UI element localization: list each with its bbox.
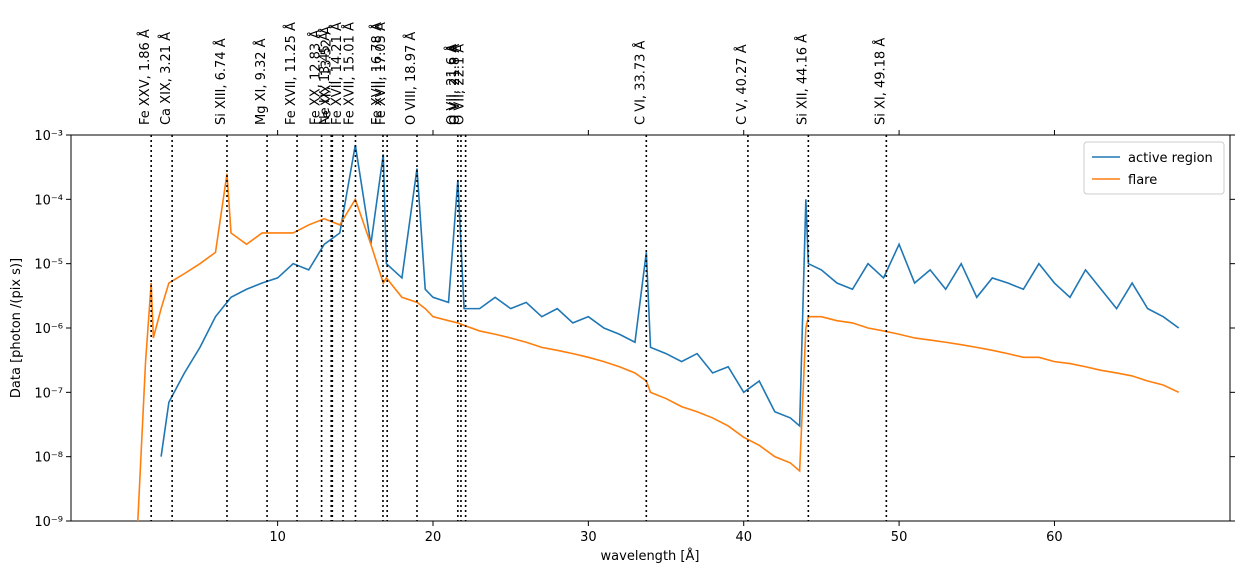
x-tick-label: 30 [580, 530, 597, 545]
y-tick-label: 10⁻⁷ [34, 386, 63, 401]
spectral-line-label: Mg XI, 9.32 Å [253, 38, 269, 125]
spectral-line-label: Si XIII, 6.74 Å [213, 38, 229, 125]
spectral-line-label: O VII, 21.6 Å [444, 44, 460, 125]
x-tick-label: 20 [425, 530, 442, 545]
spectral-line-label: Fe XVII, 14.21 Å [329, 22, 345, 125]
spectral-line-label: O VII, 21.8 Å [447, 44, 463, 125]
spectral-line-label: Si XI, 49.18 Å [872, 38, 888, 125]
spectral-line-label: Ne IX, 13.45 Å [317, 32, 333, 125]
spectral-line-label: C V, 40.27 Å [734, 44, 750, 125]
legend-label: flare [1128, 173, 1157, 188]
spectral-line-label: O VIII, 18.97 Å [403, 32, 419, 125]
spectral-line-label: Fe XVII, 15.01 Å [341, 22, 357, 125]
x-tick-label: 10 [269, 530, 286, 545]
y-tick-label: 10⁻⁹ [34, 515, 63, 530]
plot-frame [70, 134, 1231, 522]
spectral-line-label: Fe XXV, 1.86 Å [137, 29, 153, 125]
x-tick-label: 50 [891, 530, 908, 545]
spectral-line-label: Fe XIX, 13.52 Å [318, 26, 334, 125]
spectral-line-label: Fe XVII, 11.25 Å [283, 22, 299, 125]
spectral-line-label: Si XII, 44.16 Å [794, 34, 810, 125]
spectral-line-label: Fe XX, 12.83 Å [308, 30, 324, 125]
legend-label: active region [1128, 151, 1213, 166]
x-axis-label: wavelength [Å] [601, 548, 700, 564]
series-line [160, 144, 1180, 457]
spectral-line-label: C VI, 33.73 Å [632, 40, 648, 125]
y-tick-label: 10⁻⁸ [34, 451, 63, 466]
spectral-line-label: O VII, 22.1 Å [452, 44, 468, 125]
y-tick-label: 10⁻⁴ [34, 193, 63, 208]
legend-box [1083, 141, 1225, 195]
spectral-line-label: Ca XIX, 3.21 Å [158, 32, 174, 125]
x-tick-label: 40 [735, 530, 752, 545]
spectral-line-label: Fe XVII, 17.05 Å [373, 22, 389, 125]
y-tick-label: 10⁻³ [34, 129, 63, 144]
y-tick-label: 10⁻⁶ [34, 322, 63, 337]
y-axis-label: Data [photon /(pix s)] [9, 258, 24, 398]
y-tick-label: 10⁻⁵ [34, 258, 63, 273]
x-tick-label: 60 [1046, 530, 1063, 545]
spectral-line-label: Fe XVII, 16.78 Å [369, 22, 385, 125]
series-line [137, 173, 1180, 521]
